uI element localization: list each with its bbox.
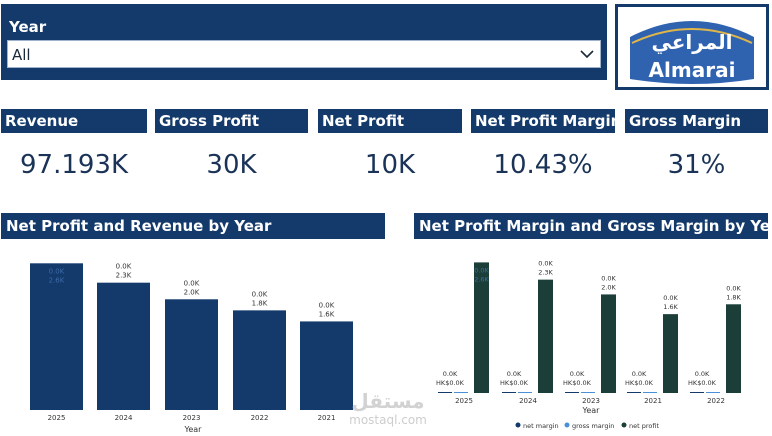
year-dropdown-value: All bbox=[12, 46, 31, 64]
net-margin-bar bbox=[690, 392, 704, 393]
card-title-gross-margin: Gross Margin bbox=[625, 109, 768, 133]
profit-value-label: 1.8K bbox=[726, 293, 741, 301]
net-profit-revenue-chart: 0.0K2.6K20250.0K2.3K20240.0K2.0K20230.0K… bbox=[30, 263, 353, 434]
bar-top-label: 0.0K bbox=[116, 263, 132, 271]
bar-top-label: 0.0K bbox=[184, 279, 200, 287]
bar-value-label: 2.0K bbox=[184, 288, 200, 296]
card-title-net-profit-margin: Net Profit Margin bbox=[471, 109, 621, 133]
small-value-label: HK$0.0K bbox=[625, 379, 654, 387]
logo-latin: Almarai bbox=[649, 58, 736, 82]
gross-margin-bar bbox=[581, 392, 595, 393]
profit-value-label: 2.3K bbox=[538, 269, 553, 277]
profit-value-label: 2.0K bbox=[601, 283, 616, 291]
x-axis-label: Year bbox=[582, 406, 601, 415]
card-value-revenue: 97.193K bbox=[19, 150, 129, 180]
net-profit-bar-2023 bbox=[601, 294, 616, 393]
x-tick-label: 2022 bbox=[707, 397, 725, 405]
chart2-title: Net Profit Margin and Gross Margin by Ye… bbox=[414, 213, 772, 239]
card-title-net-profit: Net Profit bbox=[318, 109, 462, 133]
card-value-gross-margin: 31% bbox=[667, 150, 726, 180]
bar-top-label: 0.0K bbox=[49, 267, 65, 275]
x-tick-label: 2025 bbox=[48, 414, 66, 422]
card-title-gross-profit: Gross Profit bbox=[155, 109, 308, 133]
small-value-label: HK$0.0K bbox=[688, 379, 717, 387]
net-profit-bar-2024 bbox=[538, 279, 553, 393]
card-value-net-profit-margin: 10.43% bbox=[493, 150, 593, 180]
x-tick-label: 2025 bbox=[455, 397, 473, 405]
chevron-down-icon bbox=[580, 50, 594, 59]
net-margin-bar bbox=[627, 392, 641, 393]
bar-top-label: 0.0K bbox=[319, 301, 335, 309]
profit-value-label: 1.6K bbox=[663, 303, 678, 311]
legend-label: gross margin bbox=[572, 422, 614, 430]
logo-arabic: المراعي bbox=[652, 30, 733, 55]
x-tick-label: 2023 bbox=[582, 397, 600, 405]
bar-2021 bbox=[300, 321, 353, 410]
bar-2023 bbox=[165, 299, 218, 410]
bar-2022 bbox=[233, 310, 286, 410]
small-value-label: HK$0.0K bbox=[436, 379, 465, 387]
small-top-label: 0.0K bbox=[570, 370, 585, 378]
profit-top-label: 0.0K bbox=[663, 294, 678, 302]
card-value-net-profit: 10K bbox=[364, 150, 416, 180]
x-tick-label: 2024 bbox=[519, 397, 537, 405]
bar-value-label: 1.8K bbox=[252, 299, 268, 307]
logo-mark: المراعي Almarai bbox=[628, 11, 756, 85]
bar-top-label: 0.0K bbox=[252, 290, 268, 298]
net-profit-bar-2021 bbox=[663, 314, 678, 393]
chart1-title: Net Profit and Revenue by Year bbox=[1, 213, 385, 239]
x-tick-label: 2021 bbox=[644, 397, 662, 405]
bar-value-label: 2.3K bbox=[116, 272, 132, 280]
gross-margin-bar bbox=[706, 392, 720, 393]
bar-value-label: 2.6K bbox=[49, 276, 65, 284]
profit-top-label: 0.0K bbox=[601, 274, 616, 282]
net-profit-bar-2025 bbox=[474, 262, 489, 393]
almarai-logo: المراعي Almarai bbox=[615, 4, 769, 90]
watermark-arabic: مستقل bbox=[351, 389, 424, 413]
small-value-label: HK$0.0K bbox=[500, 379, 529, 387]
net-margin-bar bbox=[502, 392, 516, 393]
bar-value-label: 1.6K bbox=[319, 310, 335, 318]
small-top-label: 0.0K bbox=[632, 370, 647, 378]
legend-label: net margin bbox=[523, 422, 559, 430]
small-top-label: 0.0K bbox=[695, 370, 710, 378]
card-title-revenue: Revenue bbox=[1, 109, 147, 133]
card-value-gross-profit: 30K bbox=[206, 150, 257, 180]
x-tick-label: 2023 bbox=[183, 414, 201, 422]
profit-value-label: 2.6K bbox=[474, 275, 489, 283]
profit-top-label: 0.0K bbox=[726, 284, 741, 292]
net-margin-bar bbox=[438, 392, 452, 393]
x-tick-label: 2022 bbox=[251, 414, 269, 422]
small-top-label: 0.0K bbox=[443, 370, 458, 378]
legend-marker bbox=[515, 422, 521, 428]
gross-margin-bar bbox=[643, 392, 657, 393]
small-top-label: 0.0K bbox=[507, 370, 522, 378]
slicer-title: Year bbox=[9, 18, 47, 36]
year-dropdown[interactable]: All bbox=[7, 40, 601, 68]
watermark-latin: mostaql.com bbox=[349, 413, 427, 427]
watermark: مستقل mostaql.com bbox=[349, 389, 427, 427]
small-value-label: HK$0.0K bbox=[563, 379, 592, 387]
gross-margin-bar bbox=[518, 392, 532, 393]
net-margin-bar bbox=[565, 392, 579, 393]
gross-margin-bar bbox=[454, 392, 468, 393]
margin-by-year-chart: 0.0KHK$0.0K0.0K2.6K20250.0KHK$0.0K0.0K2.… bbox=[436, 260, 741, 430]
profit-top-label: 0.0K bbox=[474, 266, 489, 274]
legend-marker bbox=[621, 422, 627, 428]
net-profit-bar-2022 bbox=[726, 304, 741, 393]
legend-marker bbox=[564, 422, 570, 428]
x-axis-label: Year bbox=[184, 425, 203, 434]
x-tick-label: 2021 bbox=[318, 414, 336, 422]
profit-top-label: 0.0K bbox=[538, 260, 553, 268]
bar-2024 bbox=[97, 282, 150, 410]
legend-label: net profit bbox=[629, 422, 659, 430]
year-slicer: Year All bbox=[1, 4, 607, 80]
x-tick-label: 2024 bbox=[115, 414, 133, 422]
bar-2025 bbox=[30, 263, 83, 410]
